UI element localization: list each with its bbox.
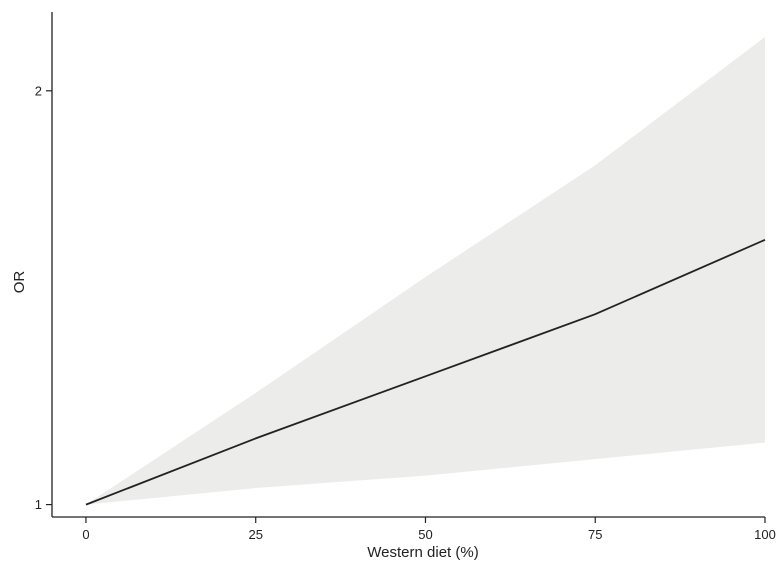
x-tick-label: 75 <box>588 527 602 542</box>
x-axis-title: Western diet (%) <box>367 544 478 561</box>
or-line <box>85 238 766 506</box>
x-tick-label: 0 <box>82 527 89 542</box>
x-tick-label: 25 <box>248 527 262 542</box>
confidence-band <box>86 37 765 505</box>
plot-area <box>85 37 766 506</box>
y-ticks: 12 <box>35 83 52 512</box>
y-tick-label: 1 <box>35 497 42 512</box>
x-tick-label: 100 <box>754 527 776 542</box>
x-tick-label: 50 <box>418 527 432 542</box>
x-ticks: 0 25 50 75 100 <box>82 517 776 542</box>
y-tick-label: 2 <box>35 83 42 98</box>
y-axis-title: OR <box>11 271 28 294</box>
